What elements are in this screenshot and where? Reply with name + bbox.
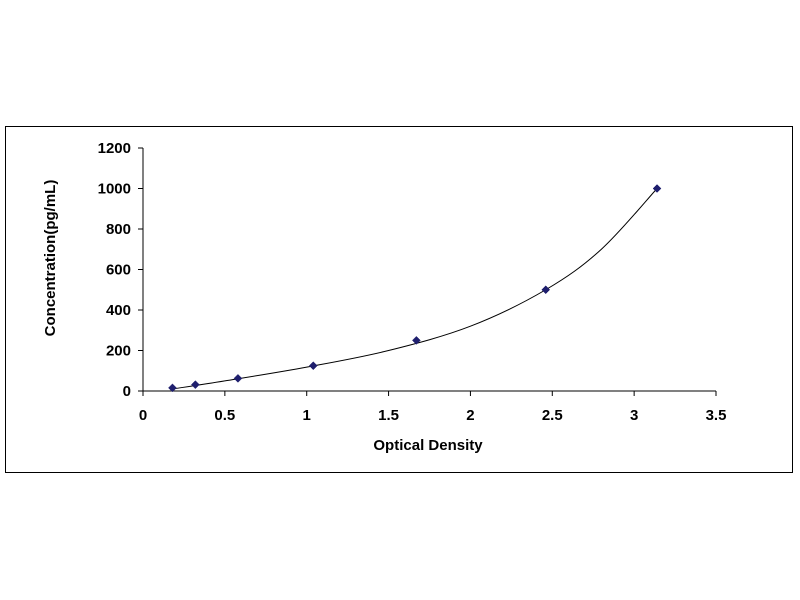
x-tick-label: 1: [303, 407, 311, 424]
y-tick-label: 1200: [98, 140, 131, 157]
x-tick-label: 2: [466, 407, 474, 424]
chart-area: [5, 126, 793, 473]
x-tick-label: 3: [630, 407, 638, 424]
x-tick-label: 0.5: [214, 407, 235, 424]
ticks: 0 200 400 600 800 1000 1200 0 0.5 1 1.5 2 2.5 3 3.5: [98, 140, 727, 424]
data-points: [168, 184, 662, 393]
data-point: [652, 184, 662, 193]
data-point: [168, 383, 177, 393]
y-tick-label: 200: [106, 343, 131, 360]
data-point: [308, 361, 318, 371]
y-tick-label: 600: [106, 262, 131, 279]
data-point: [541, 285, 551, 295]
y-tick-label: 800: [106, 221, 131, 238]
y-tick-label: 1000: [98, 181, 131, 198]
y-tick-label: 400: [106, 302, 131, 319]
x-tick-label: 3.5: [706, 407, 727, 424]
x-axis-title: Optical Density: [373, 437, 483, 454]
x-tick-label: 0: [139, 407, 147, 424]
data-point: [191, 380, 200, 390]
x-tick-label: 2.5: [542, 407, 563, 424]
y-tick-label: 0: [123, 383, 131, 400]
x-tick-label: 1.5: [378, 407, 399, 424]
trendline: [172, 188, 658, 390]
y-axis-title: Concentration(pg/mL): [42, 180, 59, 337]
axes: [142, 148, 716, 392]
data-point: [412, 336, 421, 345]
trendline-layer: [172, 188, 658, 390]
data-point: [233, 373, 243, 383]
